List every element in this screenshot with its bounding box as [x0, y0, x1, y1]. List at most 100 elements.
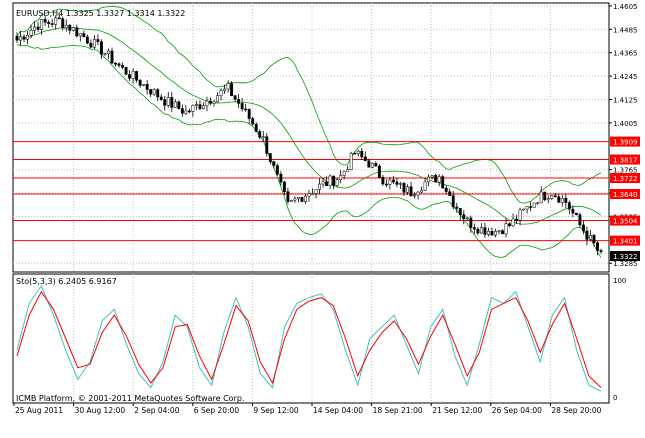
x-tick-label: 26 Sep 04:00: [492, 406, 542, 415]
candle-body: [546, 198, 550, 201]
level-label-bg: [610, 136, 640, 147]
candle-body: [128, 74, 132, 79]
stoch-y-tick-label: 0: [613, 394, 617, 402]
candle-body: [166, 97, 170, 106]
candle-body: [377, 165, 381, 178]
candle-body: [311, 193, 314, 195]
candle-body: [494, 231, 497, 236]
candle-body: [233, 95, 237, 100]
current-price-bg: [610, 251, 640, 262]
candle-body: [209, 100, 212, 104]
candle-body: [216, 95, 219, 103]
candle-body: [578, 214, 582, 226]
y-tick-label: 1.4605: [613, 3, 638, 11]
candle-body: [156, 89, 160, 98]
candle-body: [57, 17, 61, 20]
candle-body: [370, 163, 374, 168]
candle-body: [131, 71, 135, 79]
x-tick-label: 2 Sep 04:00: [134, 406, 180, 415]
candle-body: [342, 171, 346, 176]
candle-body: [50, 23, 54, 25]
candle-body: [286, 191, 290, 202]
candle-body: [458, 208, 462, 215]
symbol-name: EURUSD,H4: [16, 9, 64, 18]
candle-body: [142, 84, 146, 86]
candle-body: [247, 108, 251, 119]
candle-body: [293, 198, 297, 201]
candle-body: [114, 62, 117, 65]
candle-body: [402, 183, 406, 193]
candle-body: [571, 208, 575, 214]
candle-body: [223, 88, 227, 91]
ohlc-values: 1.3325 1.3327 1.3314 1.3322: [65, 9, 186, 18]
candle-body: [356, 150, 360, 154]
candle-body: [332, 175, 336, 186]
y-tick-label: 1.4485: [613, 26, 638, 34]
candle-body: [318, 183, 322, 190]
candle-body: [430, 175, 434, 178]
candle-body: [240, 103, 244, 110]
current-price-label: 1.3322: [613, 253, 638, 261]
candle-body: [560, 197, 564, 203]
candle-body: [511, 218, 515, 227]
candle-body: [581, 224, 585, 232]
candle-body: [564, 197, 568, 203]
candle-body: [96, 39, 100, 42]
candle-body: [78, 33, 82, 37]
candle-body: [406, 186, 409, 193]
candle-body: [465, 217, 469, 220]
candle-body: [36, 26, 40, 30]
candle-body: [335, 179, 339, 186]
candle-body: [423, 181, 427, 191]
candle-body: [529, 206, 533, 208]
y-tick-label: 1.3765: [613, 167, 638, 175]
level-label-bg: [610, 189, 640, 200]
y-tick-label: 1.4365: [613, 50, 638, 58]
candle-body: [107, 50, 110, 54]
candle-body: [68, 24, 72, 31]
candle-body: [585, 230, 589, 240]
candle-body: [557, 196, 561, 203]
candle-body: [363, 156, 367, 162]
candle-body: [230, 83, 234, 96]
bollinger-middle-band: [16, 27, 602, 225]
candle-body: [268, 153, 272, 162]
candle-body: [501, 230, 504, 235]
candle-body: [251, 118, 255, 125]
candle-body: [321, 181, 325, 185]
candle-body: [145, 84, 149, 90]
candle-body: [592, 234, 596, 244]
bollinger-upper-band: [16, 6, 602, 204]
candle-body: [219, 90, 223, 96]
stochastic-pane[interactable]: [12, 273, 610, 404]
candle-body: [388, 179, 392, 185]
candle-body: [82, 33, 86, 38]
candle-body: [508, 223, 511, 227]
candle-body: [244, 108, 248, 111]
x-tick-label: 9 Sep 12:00: [253, 406, 299, 415]
y-tick-label: 1.4245: [613, 73, 638, 81]
candle-body: [543, 191, 547, 201]
level-label-bg: [610, 215, 640, 226]
candle-body: [173, 101, 177, 108]
candle-body: [420, 190, 424, 193]
candle-body: [187, 110, 191, 113]
candle-body: [275, 165, 279, 175]
candle-body: [574, 212, 578, 215]
candle-body: [490, 230, 494, 236]
candle-body: [522, 208, 526, 211]
candle-body: [26, 34, 30, 40]
candle-body: [279, 173, 283, 183]
candle-body: [434, 175, 438, 183]
candle-body: [532, 202, 536, 208]
candle-body: [518, 209, 522, 221]
level-label: 1.3722: [613, 175, 638, 183]
candle-body: [374, 163, 378, 167]
level-label: 1.3909: [613, 139, 638, 147]
candle-body: [427, 176, 431, 183]
level-label: 1.3817: [613, 157, 638, 165]
candle-body: [384, 183, 388, 186]
candle-body: [469, 217, 473, 228]
